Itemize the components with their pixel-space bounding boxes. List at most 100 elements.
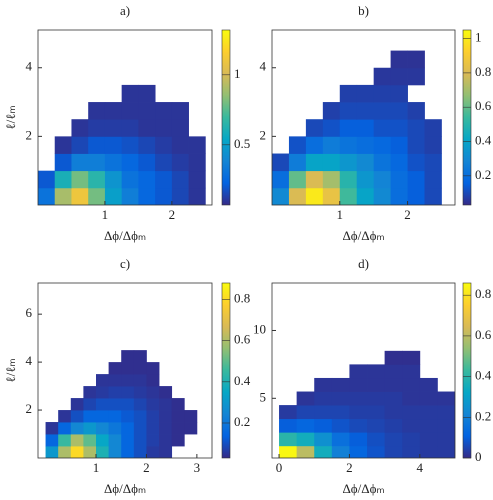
cell <box>272 170 290 189</box>
y-tick-label: 10 <box>253 321 266 336</box>
cell <box>108 434 122 447</box>
cell <box>188 136 206 154</box>
cell <box>349 364 368 379</box>
cell <box>305 136 324 154</box>
cell <box>159 422 173 435</box>
cell <box>367 418 386 433</box>
cell <box>96 398 110 411</box>
cell <box>322 136 341 154</box>
colorbar-tick-label: 0.5 <box>234 136 250 151</box>
cell <box>272 187 290 205</box>
cell <box>70 398 84 411</box>
axes-box <box>37 282 213 459</box>
y-axis-label: ℓ/ℓₘ <box>3 105 18 129</box>
cell <box>155 170 173 189</box>
cell <box>133 398 147 411</box>
cell <box>339 187 358 205</box>
panel-title: c) <box>120 256 130 271</box>
colorbar-tick-label: 0.2 <box>234 414 250 429</box>
cell <box>407 67 425 86</box>
colorbar-tick-label: 0.4 <box>475 368 492 383</box>
cell <box>367 364 386 379</box>
cell <box>121 434 135 447</box>
cell <box>54 153 72 172</box>
cell <box>296 418 315 433</box>
cell <box>171 434 185 447</box>
cell <box>279 445 298 458</box>
cell <box>88 136 106 154</box>
cell <box>437 418 455 433</box>
cell <box>339 170 358 189</box>
cell <box>272 153 290 172</box>
cell <box>146 398 160 411</box>
cell <box>279 405 298 420</box>
cell <box>356 84 375 103</box>
cell <box>138 84 156 103</box>
cell <box>305 153 324 172</box>
cell <box>373 102 392 120</box>
colorbar <box>221 29 231 206</box>
colorbar-tick-label: 0 <box>475 449 482 464</box>
cell <box>402 445 421 458</box>
cell <box>367 377 386 392</box>
x-axis-label: Δϕ/Δϕₘ <box>104 481 146 496</box>
cell <box>384 364 403 379</box>
x-tick-label: 2 <box>143 460 150 475</box>
cell <box>356 170 375 189</box>
cell <box>54 187 72 205</box>
cell <box>146 362 160 375</box>
cell <box>133 350 147 363</box>
cell <box>171 410 185 423</box>
cell <box>146 446 160 458</box>
colorbar-tick-label: 0.8 <box>475 64 491 79</box>
cell <box>384 350 403 365</box>
cell <box>108 362 122 375</box>
colorbar-tick-label: 0.4 <box>475 133 492 148</box>
cell <box>367 405 386 420</box>
colorbar-tick-label: 0.2 <box>475 167 491 182</box>
cell <box>45 422 59 435</box>
cell <box>108 374 122 387</box>
cell <box>356 119 375 137</box>
cell <box>104 102 123 120</box>
cell <box>367 432 386 447</box>
cell <box>71 119 89 137</box>
cell <box>314 391 333 406</box>
cell <box>322 170 341 189</box>
y-tick-label: 2 <box>260 127 267 142</box>
cell <box>121 374 135 387</box>
cell <box>121 170 139 189</box>
cell <box>45 446 59 458</box>
y-tick-label: 2 <box>26 127 33 142</box>
cell <box>305 119 324 137</box>
colorbar <box>462 29 472 206</box>
cell <box>83 386 97 399</box>
panel-title: a) <box>120 3 130 18</box>
cell <box>171 398 185 411</box>
y-tick-label: 4 <box>26 59 33 74</box>
cell <box>419 405 438 420</box>
cell <box>38 170 56 189</box>
cell <box>155 187 173 205</box>
cell <box>402 377 421 392</box>
cell <box>424 187 442 205</box>
cell <box>138 187 156 205</box>
cell <box>390 187 408 205</box>
cell <box>104 136 123 154</box>
cell <box>88 119 106 137</box>
cell <box>188 170 206 189</box>
cell <box>146 374 160 387</box>
cell <box>349 418 368 433</box>
cell <box>424 136 442 154</box>
cell <box>402 350 421 365</box>
cell <box>133 374 147 387</box>
cell <box>133 434 147 447</box>
y-tick-label: 4 <box>260 59 267 74</box>
cell <box>288 170 307 189</box>
cell <box>402 418 421 433</box>
cell <box>171 119 189 137</box>
cell <box>121 136 139 154</box>
cell <box>279 418 298 433</box>
